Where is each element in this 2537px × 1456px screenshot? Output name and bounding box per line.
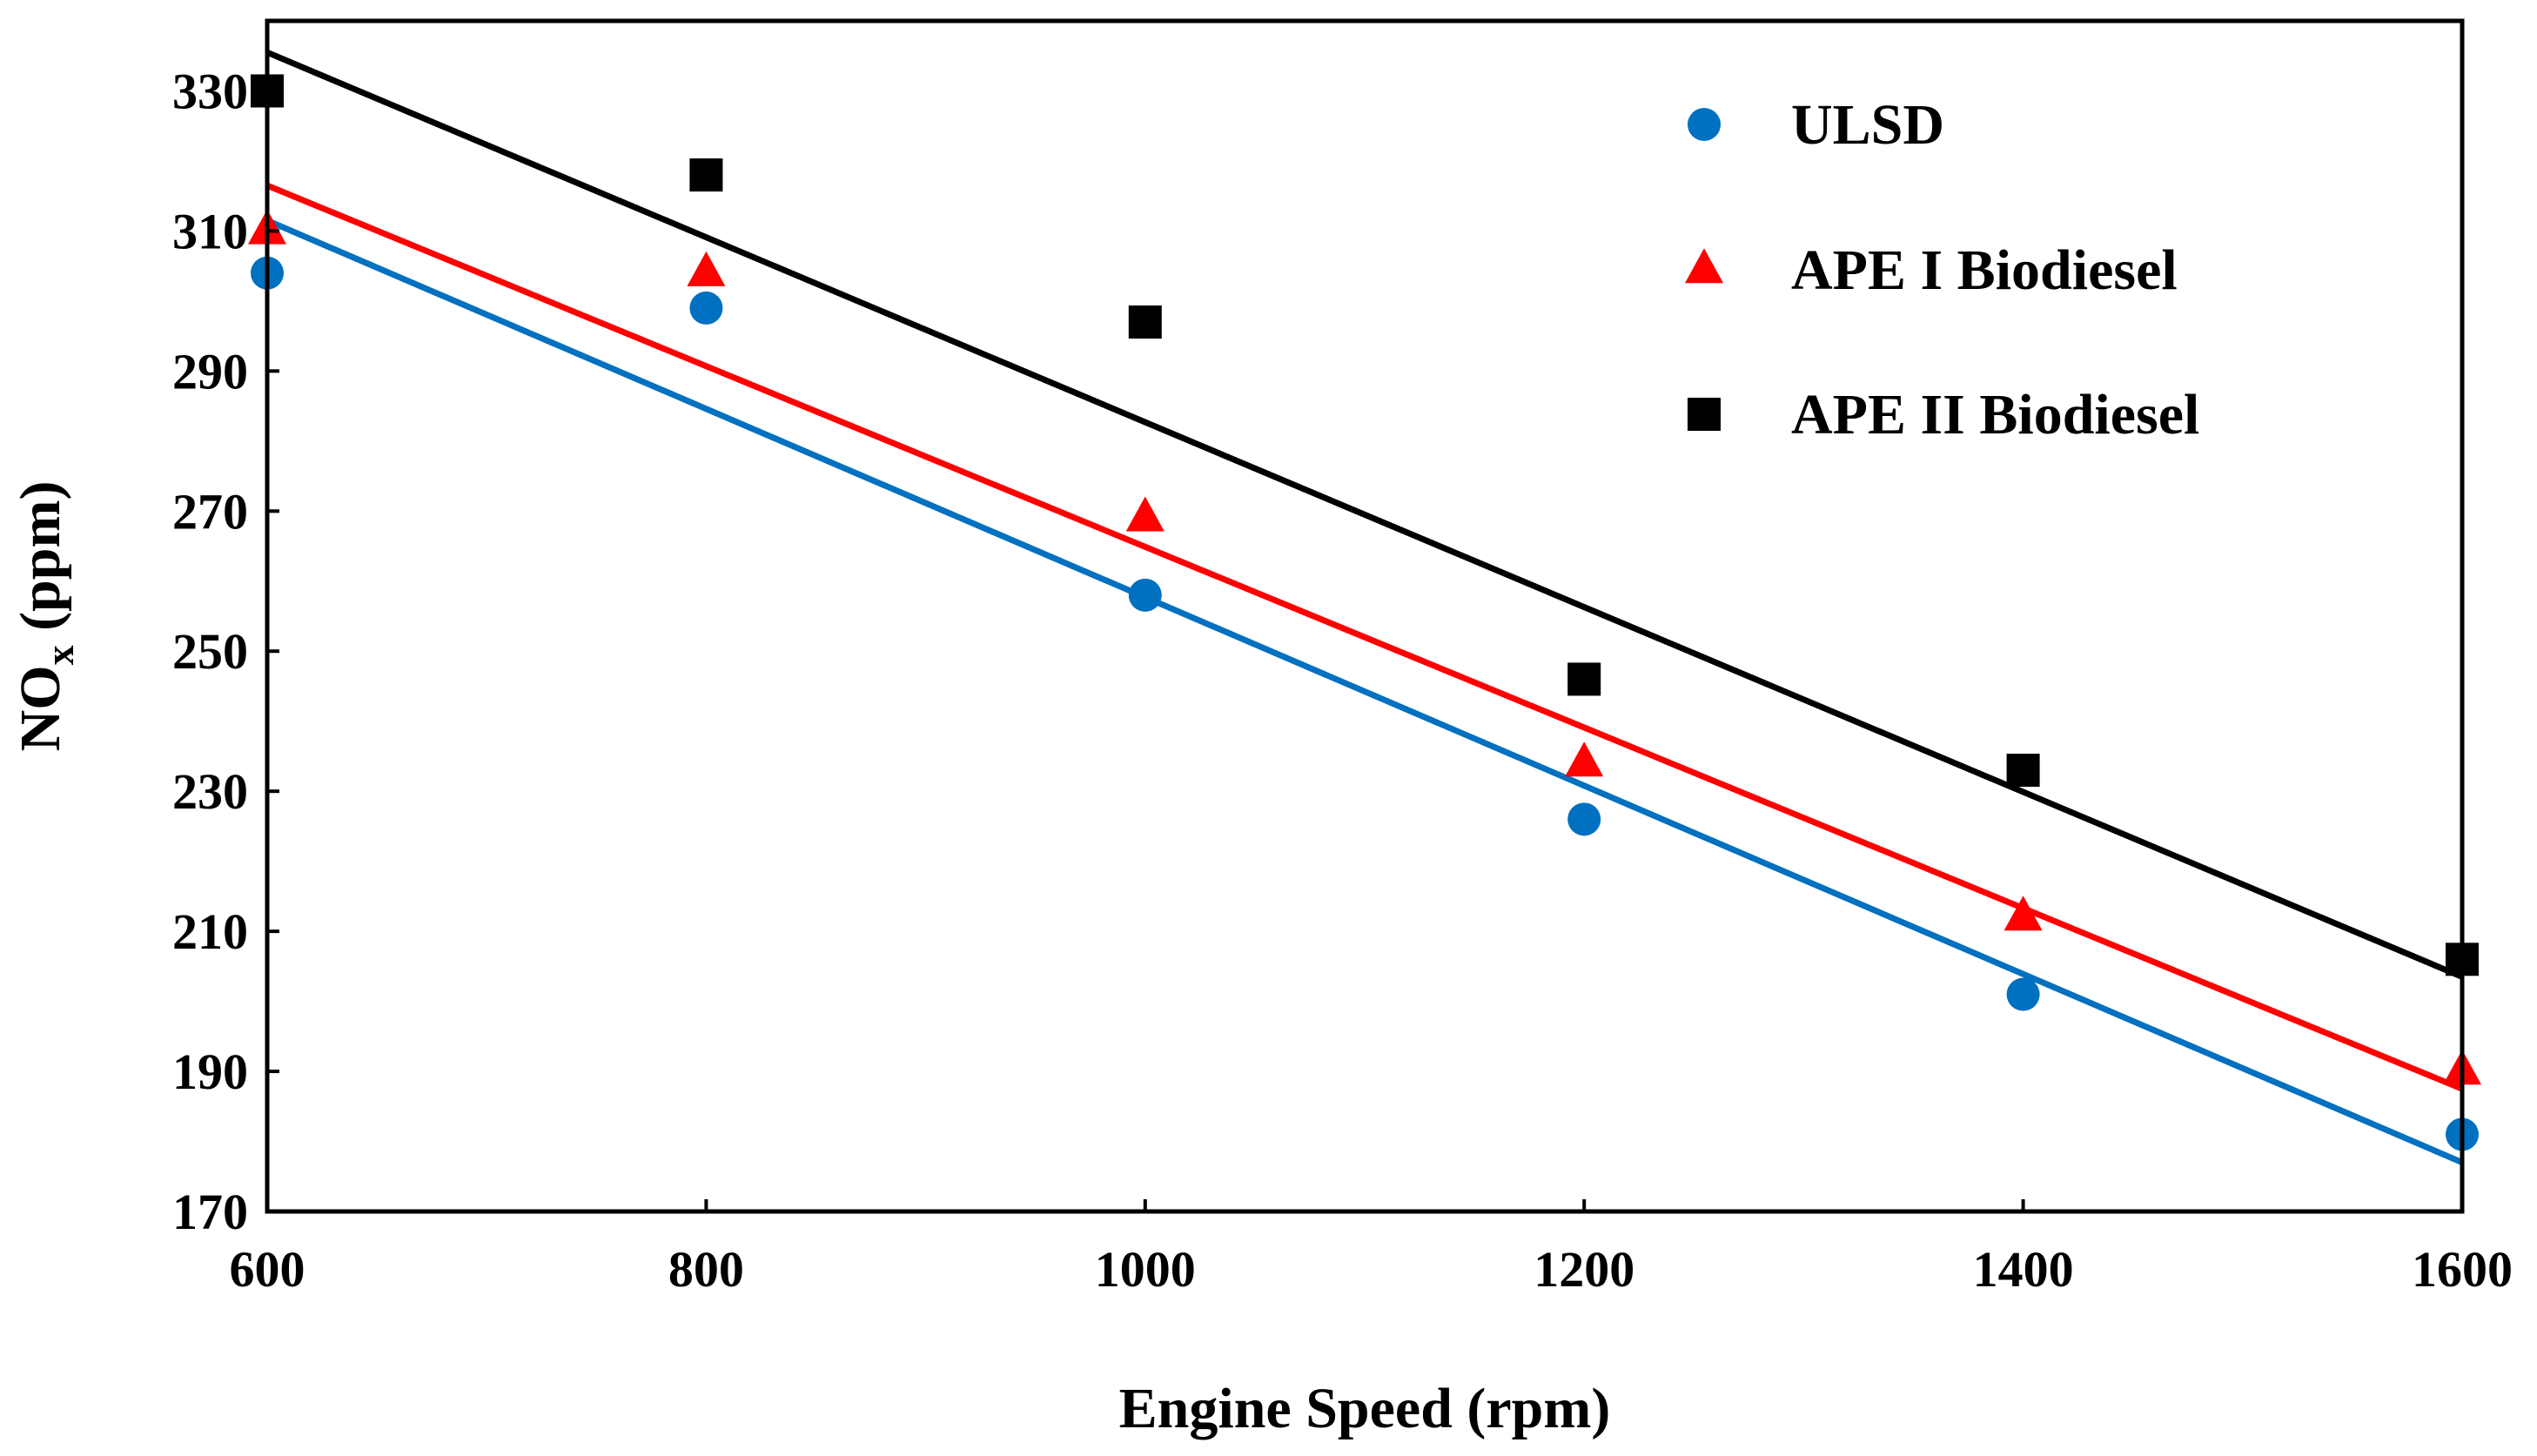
- y-axis-title: NOx (ppm): [9, 481, 82, 752]
- x-axis-title: Engine Speed (rpm): [1119, 1377, 1611, 1440]
- x-tick-label: 1000: [1095, 1241, 1196, 1298]
- y-tick-label: 330: [172, 63, 248, 119]
- trendline-ape-ii-biodiesel: [265, 49, 2464, 980]
- data-point-ulsd: [2006, 977, 2040, 1011]
- data-point-ape-ii-biodiesel: [689, 158, 723, 192]
- x-axis-ticks: 600 800 1000 1200 1400 1600: [230, 1199, 2513, 1298]
- y-tick-label: 310: [172, 203, 248, 259]
- y-tick-label: 270: [172, 483, 248, 540]
- trendlines: [265, 49, 2464, 1165]
- trendline-ape-i-biodiesel: [265, 182, 2464, 1092]
- trendline-ulsd: [265, 218, 2464, 1165]
- data-point-ape-i-biodiesel: [1565, 741, 1604, 777]
- legend: ULSD APE I Biodiesel APE II Biodiesel: [1685, 93, 2199, 446]
- x-tick-label: 600: [230, 1241, 305, 1298]
- data-point-ulsd: [689, 291, 723, 325]
- data-point-ulsd: [1567, 802, 1601, 836]
- data-point-ape-i-biodiesel: [687, 251, 726, 286]
- y-tick-label: 230: [172, 763, 248, 820]
- data-markers: [248, 74, 2481, 1151]
- data-point-ulsd: [1128, 578, 1162, 612]
- y-tick-label: 210: [172, 903, 248, 960]
- data-point-ape-ii-biodiesel: [1567, 662, 1601, 696]
- x-tick-label: 1200: [1534, 1241, 1634, 1298]
- y-tick-label: 190: [172, 1043, 248, 1100]
- y-axis-title-units: (ppm): [9, 481, 72, 646]
- y-tick-label: 290: [172, 343, 248, 399]
- x-tick-label: 1400: [1973, 1241, 2074, 1298]
- legend-marker-ape-i-biodiesel: [1685, 248, 1723, 284]
- y-axis-title-subscript: x: [37, 645, 82, 665]
- y-tick-label: 170: [172, 1184, 248, 1240]
- legend-label-ulsd: ULSD: [1791, 93, 1944, 157]
- y-axis-title-main: NO: [9, 665, 72, 751]
- legend-label-ape-i-biodiesel: APE I Biodiesel: [1791, 238, 2178, 302]
- legend-marker-ape-ii-biodiesel: [1688, 398, 1721, 431]
- data-point-ape-ii-biodiesel: [1128, 305, 1162, 339]
- x-tick-label: 1600: [2412, 1241, 2513, 1298]
- x-tick-label: 800: [668, 1241, 744, 1298]
- plot-area-frame: [265, 18, 2465, 1214]
- data-point-ape-ii-biodiesel: [2006, 754, 2040, 788]
- data-point-ape-i-biodiesel: [2003, 896, 2043, 931]
- legend-marker-ulsd: [1688, 108, 1721, 141]
- y-axis-ticks: 170 190 210 230 250 270 290 310 330: [172, 63, 279, 1240]
- y-tick-label: 250: [172, 623, 248, 680]
- data-point-ape-i-biodiesel: [1125, 496, 1164, 532]
- legend-label-ape-ii-biodiesel: APE II Biodiesel: [1791, 383, 2199, 446]
